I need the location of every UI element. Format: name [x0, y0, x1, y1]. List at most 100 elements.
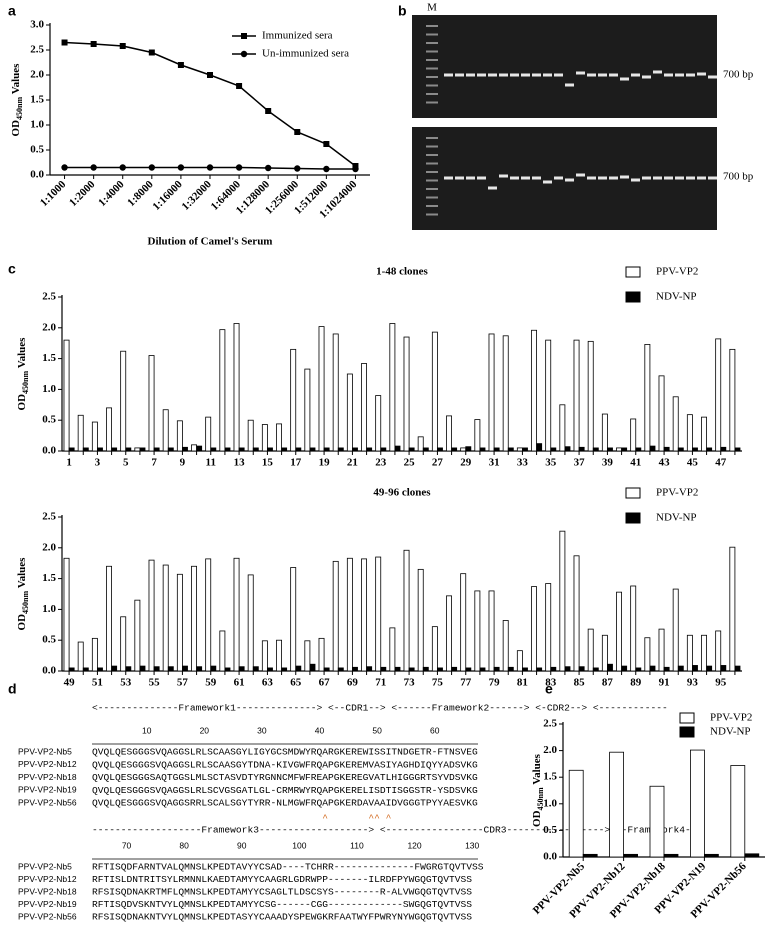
panel-label: b — [398, 3, 407, 19]
bar — [304, 368, 311, 452]
gel-band — [554, 176, 563, 180]
gel-band — [477, 73, 486, 77]
position-number: 120 — [407, 840, 421, 850]
y-tick-label: 2.5 — [543, 718, 557, 730]
bar — [451, 447, 458, 452]
x-tick-label: 25 — [404, 457, 416, 469]
x-tick-label: 87 — [602, 677, 614, 689]
bar — [704, 853, 719, 858]
gel-band — [598, 176, 607, 180]
bar — [191, 565, 197, 672]
marker-lane-label: M — [427, 2, 437, 14]
y-tick-label: 1.5 — [42, 352, 56, 364]
size-label: 700 bp — [723, 69, 754, 81]
panel-label: d — [8, 681, 17, 697]
bar — [176, 573, 183, 672]
bar — [465, 446, 472, 452]
gel-band — [609, 176, 618, 180]
bar — [531, 586, 537, 672]
point — [294, 129, 301, 135]
bar — [692, 447, 698, 452]
x-tick-label: 95 — [715, 677, 727, 689]
y-tick-label: 2.0 — [543, 744, 557, 756]
position-number: 30 — [257, 725, 267, 735]
bar — [677, 665, 684, 672]
sequence-name: PPV-VP2-Nb5 — [18, 746, 72, 756]
bar — [309, 447, 316, 452]
bar — [706, 447, 713, 452]
bar — [323, 447, 330, 452]
bar — [507, 666, 514, 672]
y-axis-label: OD450nm Values — [10, 63, 25, 137]
bar — [91, 421, 98, 452]
gel-band — [598, 73, 607, 77]
bar — [744, 853, 760, 858]
bar — [82, 447, 89, 452]
bar — [63, 557, 70, 672]
gel-band — [444, 73, 453, 77]
panel-label: c — [8, 261, 16, 277]
bar — [82, 667, 89, 672]
bar — [720, 446, 727, 452]
bar — [162, 409, 169, 452]
gel-band — [576, 173, 585, 177]
sequence-name: PPV-VP2-Nb56 — [18, 911, 77, 921]
bar — [153, 447, 160, 452]
line — [64, 41, 356, 167]
region-header: -------------------Framework3-----------… — [92, 825, 697, 836]
gel-band — [499, 73, 508, 77]
sequence: QVQLQESGGGSVQAGGSLRLSCAASGYLIGYGCSMDWYRQ… — [92, 747, 478, 758]
bar — [361, 558, 367, 672]
bar — [649, 785, 665, 858]
x-tick-label: 29 — [460, 457, 472, 469]
point — [294, 165, 301, 172]
legend-label: NDV-NP — [710, 726, 751, 738]
bar — [592, 667, 599, 672]
y-axis-label-part: 450nm — [15, 97, 24, 120]
bar — [729, 546, 736, 672]
x-tick-label: 31 — [489, 457, 500, 469]
gel-band — [510, 73, 519, 77]
bar — [587, 628, 594, 672]
gel-band — [488, 73, 497, 77]
caret-marks: ^ ^^ ^ — [92, 813, 392, 824]
bar — [290, 567, 297, 672]
bar — [522, 667, 528, 672]
point — [90, 164, 97, 171]
x-tick-label: 63 — [262, 677, 274, 689]
x-tick-label: 53 — [120, 677, 132, 689]
x-tick-label: 23 — [375, 457, 387, 469]
y-axis-label-part: OD — [16, 394, 28, 411]
ladder-band — [426, 42, 438, 44]
y-axis-label-part: Values — [16, 557, 28, 591]
legend-swatch — [679, 712, 695, 724]
bar — [247, 574, 254, 672]
ladder-band — [426, 196, 438, 199]
bar — [460, 573, 467, 672]
x-tick-label: 33 — [517, 457, 529, 469]
y-tick-label: 1.5 — [42, 572, 56, 584]
bar — [601, 413, 608, 452]
y-tick-label: 0.0 — [30, 169, 44, 181]
bar — [630, 585, 637, 672]
bar — [587, 340, 594, 452]
position-number: 10 — [142, 725, 152, 735]
gel-band — [543, 180, 552, 184]
bar — [380, 666, 387, 672]
position-number: 110 — [350, 840, 364, 850]
bar — [734, 665, 741, 672]
bar — [536, 443, 543, 452]
ladder-band — [426, 101, 438, 104]
bar — [352, 666, 358, 672]
gel-band — [587, 176, 596, 180]
bar — [389, 323, 396, 452]
bar — [493, 447, 500, 452]
ladder-band — [426, 59, 438, 61]
legend-label: PPV-VP2 — [656, 487, 698, 499]
gel-band — [510, 176, 519, 180]
ladder-band — [426, 162, 438, 165]
ladder-band — [426, 205, 438, 207]
bar — [460, 447, 467, 452]
gel-band — [664, 73, 673, 77]
